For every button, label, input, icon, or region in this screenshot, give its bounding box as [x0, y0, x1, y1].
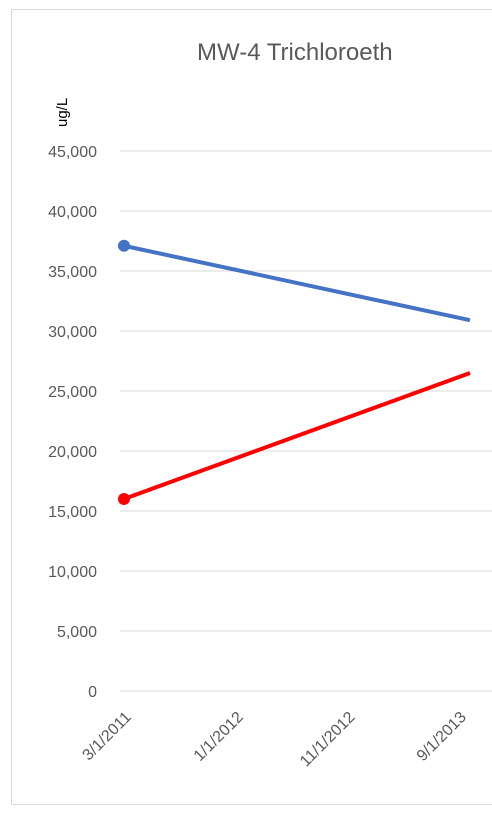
series-lines: [118, 239, 471, 505]
data-point-marker: [118, 239, 130, 252]
gridlines: [120, 150, 492, 692]
data-point-marker: [118, 493, 130, 505]
y-tick-label: 25,000: [48, 384, 97, 401]
x-tick-label: 9/1/2013: [414, 709, 470, 765]
y-axis-label: ug/L: [54, 98, 71, 127]
series-line: [123, 243, 471, 323]
y-tick-label: 35,000: [48, 264, 97, 281]
y-tick-label: 40,000: [48, 204, 97, 221]
y-tick-label: 30,000: [48, 324, 97, 341]
y-tick-label: 0: [88, 684, 97, 701]
series-line: [123, 371, 471, 501]
x-tick-label: 3/1/2011: [80, 709, 135, 764]
chart-title: MW-4 Trichloroeth: [197, 39, 393, 66]
x-axis-ticks: 3/1/2011 1/1/2012 11/1/2012 9/1/2013: [80, 709, 470, 771]
y-tick-label: 45,000: [48, 144, 97, 161]
y-tick-label: 10,000: [48, 564, 97, 581]
y-axis-ticks: 0 5,000 10,000 15,000 20,000 25,000 30,000 35,0…: [48, 144, 97, 701]
chart-frame: [11, 9, 492, 805]
y-tick-label: 20,000: [48, 444, 97, 461]
y-tick-label: 5,000: [57, 624, 97, 641]
y-tick-label: 15,000: [48, 504, 97, 521]
x-tick-label: 1/1/2012: [191, 709, 247, 765]
x-tick-label: 11/1/2012: [297, 709, 359, 771]
